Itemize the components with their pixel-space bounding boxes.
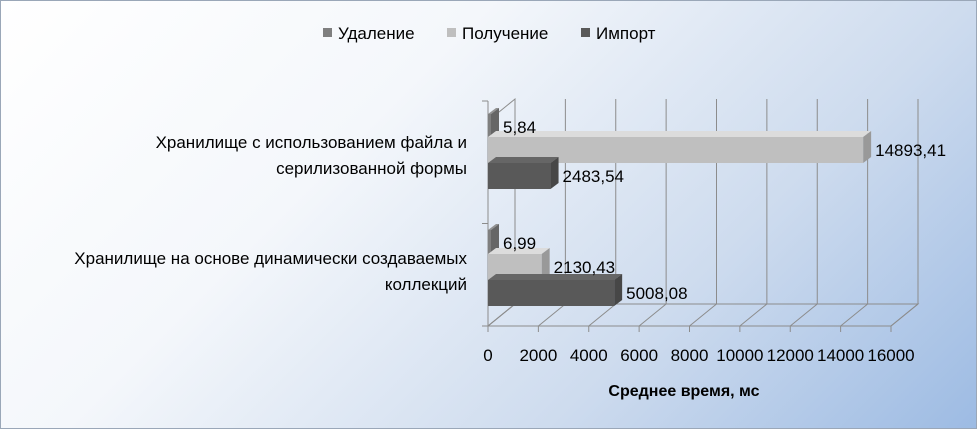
x-tick-label: 8000 [671,346,709,365]
x-tick-label: 12000 [767,346,814,365]
bar [488,274,623,306]
legend-entry: Получение [462,24,548,43]
legend-entry: Импорт [596,24,656,43]
x-tick-label: 10000 [716,346,763,365]
data-label: 14893,41 [875,141,946,160]
x-axis-title: Среднее время, мс [608,383,759,400]
data-label: 2130,43 [554,258,615,277]
category-label: Хранилище на основе динамически создавае… [74,249,467,268]
bar-front-face [488,280,615,306]
category-labels: Хранилище с использованием файла и серили… [74,133,467,294]
floor-gridline [487,303,516,327]
bar-side-face [541,248,550,280]
bar-front-face [488,163,551,189]
bar-front-face [488,230,491,256]
data-labels: 5,84 14893,41 2483,54 6,99 2130,43 5008,08 [503,118,946,303]
x-tick-label: 6000 [620,346,658,365]
floor-gridline [890,303,919,327]
data-label: 2483,54 [563,167,624,186]
x-tick-label: 4000 [570,346,608,365]
legend-swatch [581,28,590,37]
bar-top-face [488,248,550,254]
bar-side-face [550,157,559,189]
bar-top-face [488,274,623,280]
x-tick-label: 16000 [867,346,914,365]
data-label: 5008,08 [626,284,687,303]
bar-top-face [488,157,559,163]
bar-top-face [488,131,872,137]
bar-side-face [614,274,623,306]
legend-swatch [323,28,332,37]
bar [488,157,559,189]
floor-gridline [588,303,617,327]
floor-gridline [739,303,768,327]
floor-gridline [689,303,717,327]
x-tick-label: 14000 [817,346,864,365]
x-tick-label: 2000 [519,346,557,365]
x-tick-label: 0 [483,346,492,365]
bar-front-face [488,114,491,140]
legend-swatch [447,28,456,37]
category-label: Хранилище с использованием файла и [156,133,467,152]
bars [488,108,872,306]
floor-gridline [840,303,868,327]
bar-top-face [488,224,499,230]
data-label: 6,99 [503,234,536,253]
value-axis: 0 2000 4000 6000 8000 10000 12000 14000 16000 [482,100,915,365]
bar-top-face [488,108,499,114]
legend-entry: Удаление [338,24,415,43]
floor-gridline [538,303,566,327]
category-label: коллекций [385,275,467,294]
legend: Удаление Получение Импорт [323,24,656,43]
data-label: 5,84 [503,118,536,137]
floor-gridline [789,303,818,327]
category-label: серилизованной формы [276,159,467,178]
bar-side-face [863,131,872,163]
floor-gridline [638,303,667,327]
